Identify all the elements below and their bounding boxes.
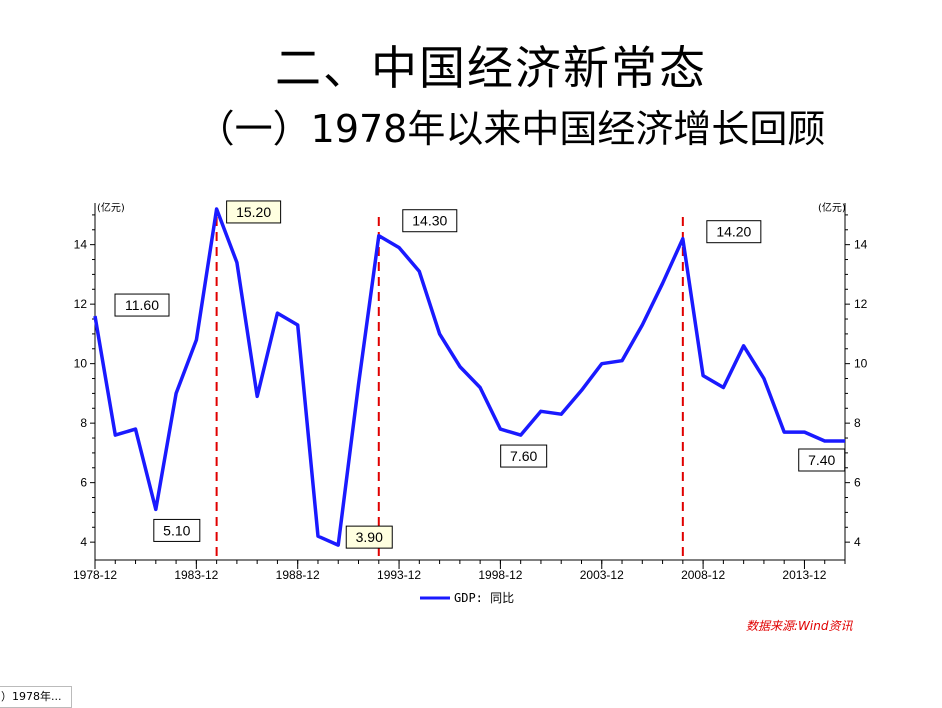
x-tick-label: 1988-12	[276, 568, 320, 582]
annotation-label: 15.20	[236, 204, 271, 220]
annotation-box	[706, 220, 762, 244]
annotation-label: 11.60	[125, 297, 159, 313]
annotation-box	[114, 293, 170, 317]
x-tick-label: 1993-12	[377, 568, 421, 582]
y-tick-label-left: 12	[74, 297, 88, 311]
y-tick-label-left: 4	[80, 535, 87, 549]
annotation-label: 5.10	[163, 522, 190, 538]
y-axis-label-left: (亿元)	[97, 201, 125, 214]
annotation-label: 14.30	[412, 213, 447, 229]
chart-axes: 4 4 6 6 8 8 10 10 12 12 14 14 1978-12 1983-12 1988-12 1…	[73, 203, 868, 582]
y-tick-label-left: 14	[74, 238, 88, 252]
x-tick-label: 2008-12	[681, 568, 725, 582]
y-tick-label-left: 8	[80, 416, 87, 430]
annotation-box	[402, 209, 458, 233]
y-tick-label-left: 10	[74, 357, 88, 371]
y-tick-label-right: 8	[854, 416, 861, 430]
y-tick-label-right: 4	[854, 535, 861, 549]
y-axis-label-right: (亿元)	[818, 201, 846, 214]
x-tick-label: 1978-12	[73, 568, 117, 582]
annotation-box	[226, 200, 282, 224]
y-tick-label-right: 6	[854, 476, 861, 490]
slide-tab[interactable]: ）1978年...	[0, 686, 72, 708]
annotation-box	[345, 525, 393, 549]
annotation-label: 14.20	[716, 224, 751, 240]
series-layer	[93, 207, 845, 547]
y-tick-label-right: 10	[854, 357, 868, 371]
y-tick-label-right: 14	[854, 238, 868, 252]
series-line	[93, 207, 845, 547]
data-source: 数据来源:Wind资讯	[746, 619, 853, 633]
annotation-box	[153, 518, 201, 542]
annotation-label: 7.60	[510, 448, 537, 464]
slide-subtitle: （一）1978年以来中国经济增长回顾	[196, 107, 826, 151]
legend: GDP: 同比	[420, 591, 514, 605]
legend-label: GDP: 同比	[454, 591, 514, 605]
annotation-layer: 11.60 5.10 15.20 3.90 14.30 7.60 14.20 7.40	[114, 200, 846, 549]
x-tick-label: 2003-12	[580, 568, 624, 582]
annotation-label: 3.90	[356, 529, 383, 545]
annotation-box	[798, 448, 846, 472]
annotation-box	[500, 444, 548, 468]
y-tick-label-right: 12	[854, 297, 868, 311]
y-tick-label-left: 6	[80, 476, 87, 490]
marker-lines	[215, 217, 684, 560]
annotation-label: 7.40	[808, 452, 835, 468]
x-tick-label: 2013-12	[782, 568, 826, 582]
slide-title: 二、中国经济新常态	[275, 41, 707, 95]
x-tick-label: 1998-12	[478, 568, 522, 582]
x-tick-label: 1983-12	[174, 568, 218, 582]
